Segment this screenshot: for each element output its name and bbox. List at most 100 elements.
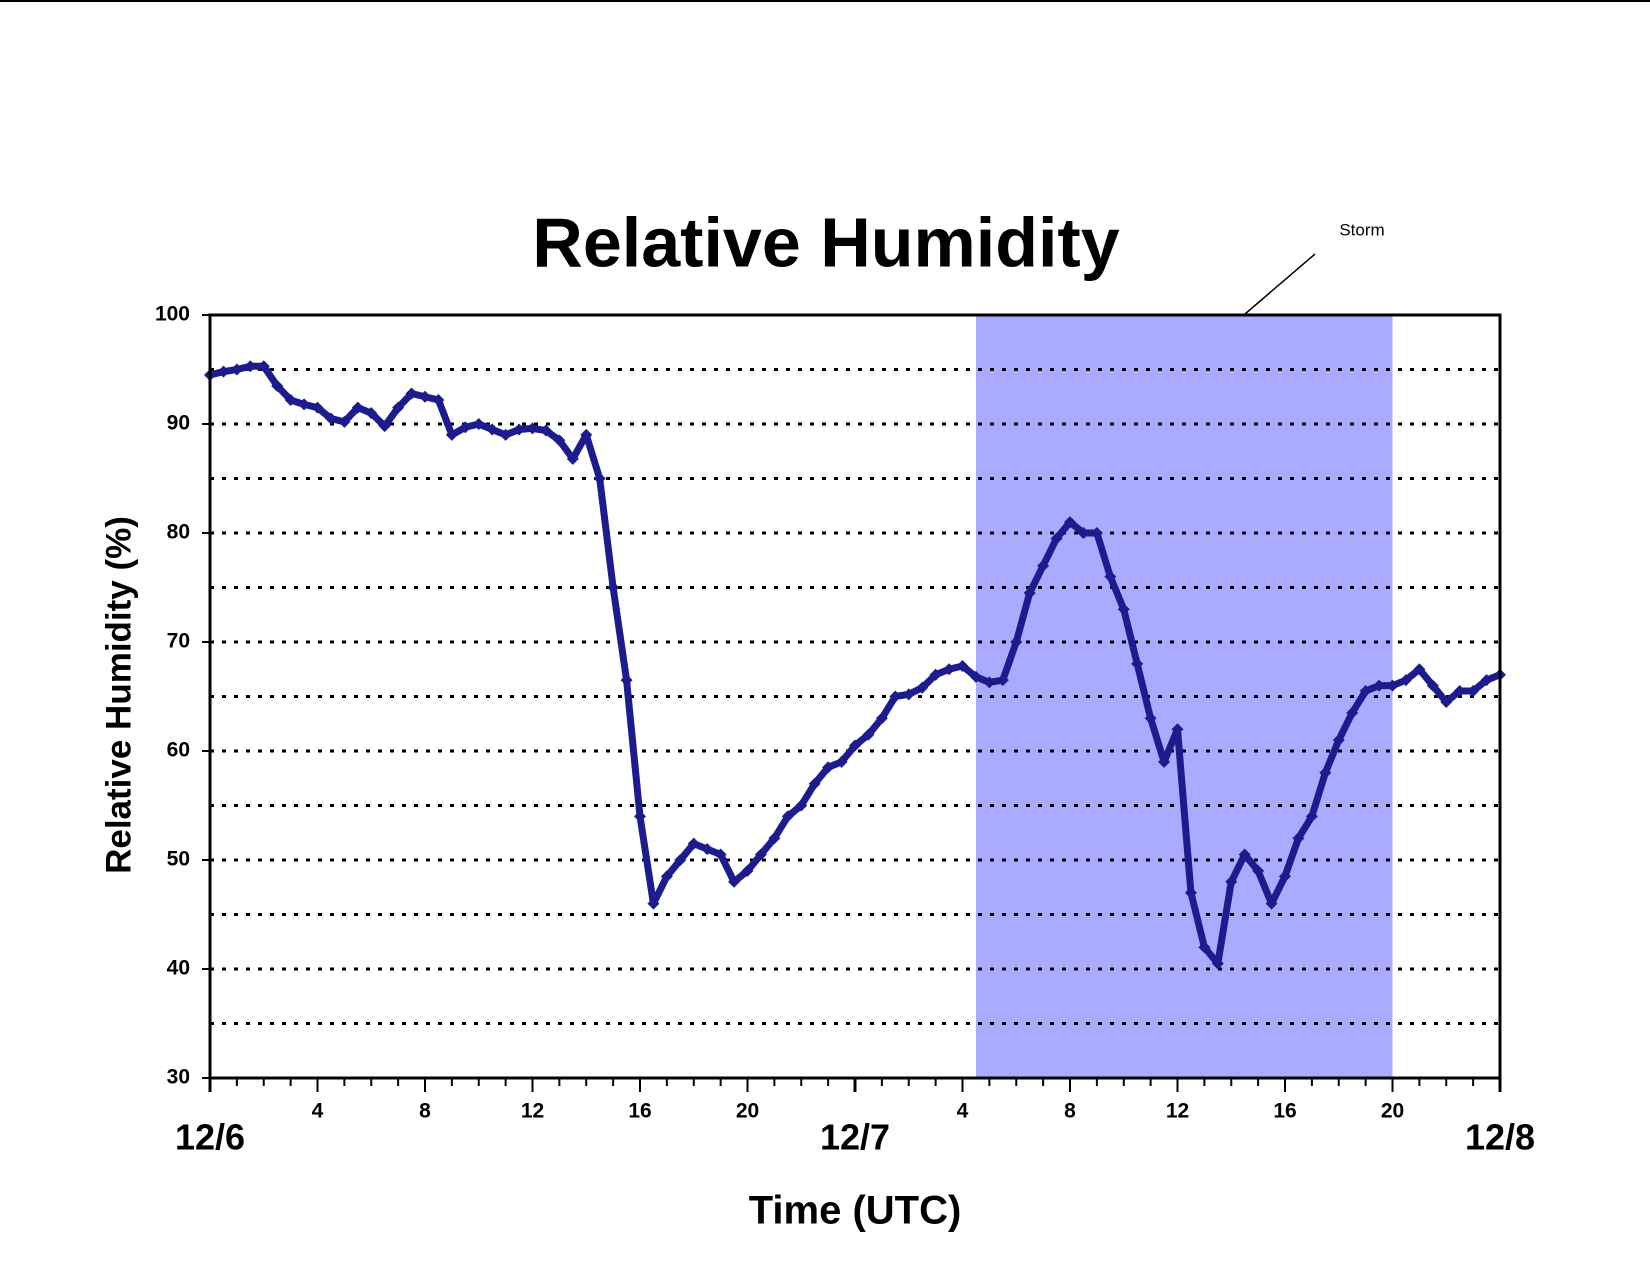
data-point: [338, 415, 351, 428]
data-point: [432, 394, 445, 407]
data-point: [1346, 706, 1359, 719]
data-point: [1305, 810, 1318, 823]
data-point: [701, 843, 714, 856]
data-point: [889, 690, 902, 703]
data-point: [1426, 679, 1439, 692]
data-point: [1332, 734, 1345, 747]
data-point: [1440, 695, 1453, 708]
x-tick-label: 20: [736, 1100, 759, 1123]
data-point: [445, 428, 458, 441]
data-point: [956, 659, 969, 672]
data-point: [1373, 679, 1386, 692]
data-point: [1292, 832, 1305, 845]
data-point: [647, 897, 660, 910]
y-tick-label: 90: [167, 412, 190, 435]
data-point: [1037, 559, 1050, 572]
data-point: [781, 810, 794, 823]
data-point: [593, 472, 606, 485]
data-point: [1480, 674, 1493, 687]
data-point: [1104, 570, 1117, 583]
data-point: [311, 401, 324, 414]
data-point: [1453, 685, 1466, 698]
data-point: [298, 398, 311, 411]
x-tick-label: 16: [1273, 1100, 1296, 1123]
data-point: [284, 394, 297, 407]
data-point: [392, 401, 405, 414]
data-point: [835, 755, 848, 768]
data-point: [1467, 685, 1480, 698]
data-point: [378, 420, 391, 433]
data-point: [1171, 723, 1184, 736]
data-point: [862, 728, 875, 741]
data-point: [486, 423, 499, 436]
data-point: [513, 423, 526, 436]
data-point: [244, 360, 257, 373]
data-point: [553, 434, 566, 447]
data-point: [1211, 957, 1224, 970]
data-point: [1010, 636, 1023, 648]
data-point: [1413, 663, 1426, 676]
data-point: [1319, 766, 1332, 779]
data-point: [768, 832, 781, 845]
data-point: [916, 681, 929, 694]
plot-frame: [208, 313, 1502, 1080]
data-point: [620, 674, 633, 687]
data-point: [1252, 864, 1265, 877]
data-point: [943, 663, 956, 676]
x-tick-label: 8: [419, 1100, 431, 1123]
annotation-line: [1244, 253, 1316, 315]
y-tick-label: 100: [155, 303, 190, 326]
data-point: [1158, 755, 1171, 768]
data-point: [1386, 679, 1399, 692]
data-point: [1023, 586, 1036, 599]
y-tick-label: 80: [167, 521, 190, 544]
data-point: [539, 424, 552, 437]
data-point: [607, 581, 620, 594]
data-point: [795, 799, 808, 812]
data-point: [1090, 527, 1103, 539]
data-point: [1238, 848, 1251, 861]
data-point: [687, 837, 700, 850]
data-point: [351, 401, 364, 414]
data-point: [580, 428, 593, 441]
data-point: [1198, 941, 1211, 954]
date-label: 12/8: [1465, 1117, 1535, 1158]
data-point: [499, 428, 512, 441]
data-point: [1077, 527, 1090, 539]
data-point: [996, 674, 1009, 687]
data-point: [929, 668, 942, 681]
data-point: [365, 407, 378, 420]
data-point: [1050, 532, 1063, 545]
data-point: [741, 864, 754, 877]
data-point: [472, 418, 485, 430]
date-label: 12/7: [820, 1117, 890, 1158]
data-point: [754, 848, 767, 861]
data-point: [405, 387, 418, 400]
data-point: [674, 854, 687, 866]
x-tick-label: 16: [628, 1100, 651, 1123]
y-tick-label: 50: [167, 848, 190, 871]
y-tick-label: 30: [167, 1066, 190, 1089]
x-tick-label: 4: [957, 1100, 969, 1123]
data-point: [230, 363, 243, 376]
data-point: [1265, 897, 1278, 910]
y-axis-label: Relative Humidity (%): [99, 516, 138, 874]
data-point: [660, 870, 673, 883]
data-point: [728, 875, 741, 888]
data-point: [271, 379, 284, 392]
x-tick-label: 12: [521, 1100, 544, 1123]
data-point: [1184, 886, 1197, 899]
data-point: [526, 422, 539, 435]
data-point: [875, 712, 888, 725]
data-point: [902, 688, 915, 701]
x-tick-label: 20: [1381, 1100, 1404, 1123]
data-point: [808, 777, 821, 790]
data-point: [1225, 875, 1238, 888]
annotation: Storm: [1339, 220, 1384, 239]
x-tick-label: 12: [1166, 1100, 1189, 1123]
data-point: [1144, 712, 1157, 725]
data-point: [566, 452, 579, 465]
data-point: [1279, 870, 1291, 883]
data-point: [324, 412, 337, 425]
data-point: [1131, 657, 1144, 670]
